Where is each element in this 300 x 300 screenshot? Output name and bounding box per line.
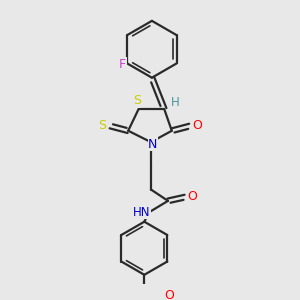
- Text: S: S: [133, 94, 141, 107]
- Text: N: N: [148, 137, 158, 151]
- Text: O: O: [188, 190, 198, 202]
- Text: O: O: [192, 118, 202, 132]
- Text: O: O: [164, 289, 174, 300]
- Text: S: S: [99, 118, 106, 132]
- Text: F: F: [119, 58, 126, 71]
- Text: HN: HN: [133, 206, 150, 219]
- Text: H: H: [171, 96, 180, 109]
